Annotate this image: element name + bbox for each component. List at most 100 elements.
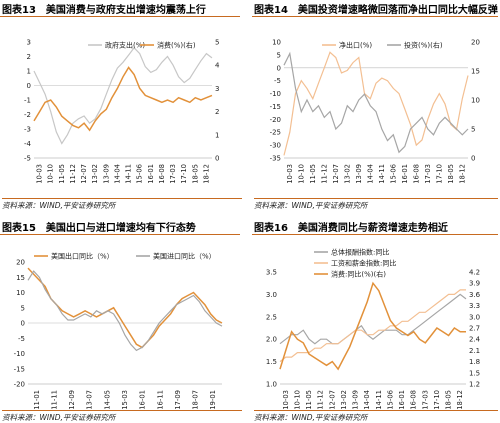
y-left-tick-label: 1.0 [266,381,277,389]
y-left-tick-label: 3.0 [266,291,277,299]
x-tick-label: 10-03 [286,164,294,184]
y-right-tick-label: 10 [471,97,480,105]
x-tick-label: 13-09 [355,164,363,184]
chart-16-svg: 3.5 3.0 2.5 2.0 1.5 1.0 4.2 3.9 3.6 3.3 3.0 2.7 2.4 2… [266,248,481,410]
x-tick-label: 13-07 [86,390,94,410]
y-right-tick-label: 2.1 [469,347,480,355]
y-left-tick-label: -1 [24,97,31,105]
x-tick-label: 17-03 [421,390,429,410]
x-tick-label: 16-11 [156,390,164,410]
x-tick-label: 18-07 [192,390,200,410]
series-line-2 [279,289,466,363]
panel-title: 美国出口与进口增速均有下行态势 [45,222,196,234]
series-line-1 [283,51,469,156]
x-tick-label: 14-11 [375,390,383,410]
y-right-tick-label: 3.6 [469,291,481,299]
x-tick-label: 10-03 [282,390,290,410]
x-tick-label: 18-05 [447,164,455,184]
y-left-tick-label: -20 [270,116,281,124]
x-tick-label: 16-08 [412,164,420,184]
x-tick-label: 17-03 [424,164,432,184]
x-tick-label: 16-08 [158,164,166,184]
x-tick-label: 18-05 [445,390,453,410]
panel-title-bar: 图表13 美国消费与政府支出增速均震荡上行 [0,0,240,17]
x-tick-label: 11-01 [33,390,41,410]
y-right-tick-label: 0 [471,155,475,163]
x-tick-label: 16-01 [401,164,409,184]
x-tick-label: 11-11 [50,390,58,410]
x-tick-label: 10-03 [36,164,44,184]
y-right-tick-label: 0 [215,155,219,163]
y-left-tick-label: -5 [24,155,31,163]
x-tick-label: 14-04 [366,164,374,184]
x-tick-label: 14-05 [103,390,111,410]
panel-number: 图表13 [0,0,40,16]
y-left-tick-label: 2.0 [266,336,277,344]
x-tick-label: 14-11 [378,164,386,184]
x-tick-label: 12-07 [328,390,336,410]
x-tick-label: 17-10 [435,164,443,184]
series-line-2 [27,270,223,352]
panel-title: 美国消费同比与薪资增速走势相近 [297,222,448,234]
x-tick-label: 13-02 [340,390,348,410]
legend-label: 工资和薪金指数:同比 [331,259,396,268]
x-tick-label: 16-08 [410,390,418,410]
y-left-tick-label: 5 [277,51,281,59]
x-tick-label: 17-10 [433,390,441,410]
y-right-tick-label: 4.2 [469,269,480,277]
x-tick-label: 14-04 [363,390,371,410]
x-tick-label: 14-04 [113,164,121,184]
y-left-tick-label: -35 [270,155,281,163]
y-left-tick-label: -25 [270,129,281,137]
x-tick-label: 13-02 [343,164,351,184]
legend-label: 消费:同比(%)(右) [331,270,386,279]
x-tick-label: 11-12 [317,390,325,410]
y-left-tick-label: 1 [27,68,31,76]
panel-title-bar: 图表16 美国消费同比与薪资增速走势相近 [252,218,498,235]
y-left-tick-label: -2 [24,111,31,119]
x-tick-label: 12-07 [332,164,340,184]
y-right-tick-label: 1.5 [469,369,480,377]
y-right-tick-label: 5 [215,39,219,47]
source-note: 资料来源：WIND,平安证券研究所 [254,198,498,211]
chart-15-svg: 20 15 10 5 0 -5 -10 -15 -20 11-01 11-11 12-09 13-07 1… [14,252,223,410]
x-tick-label: 17-10 [180,164,188,184]
y-right-tick-label: 15 [471,68,480,76]
y-left-tick-label: 3 [27,39,31,47]
x-tick-label: 11-12 [320,164,328,184]
y-left-tick-label: 10 [272,39,281,47]
y-left-tick-label: -10 [14,350,25,358]
chart-13-svg: 3 2 1 0 -1 -2 -3 -4 -5 5 4 3 2 1 0 10-03 10-10 11-05 11-12… [24,39,220,184]
x-tick-label: 17-03 [169,164,177,184]
x-tick-label: 16-01 [139,390,147,410]
x-tick-label: 13-09 [352,390,360,410]
y-right-tick-label: 3 [215,85,219,93]
y-left-tick-label: 0 [27,82,31,90]
source-note: 资料来源：WIND,平安证券研究所 [2,198,242,211]
legend-label: 美国出口同比（%） [51,252,114,261]
y-left-tick-label: -10 [270,90,281,98]
y-right-tick-label: 3.3 [469,302,480,310]
y-right-tick-label: 1.2 [469,381,480,389]
legend-label: 净出口(%) [339,41,372,50]
y-left-tick-label: 20 [16,259,25,267]
y-right-tick-label: 3.0 [469,313,480,321]
panel-title-bar: 图表15 美国出口与进口增速均有下行态势 [0,218,240,235]
panel-title: 美国投资增速略微回落而净出口同比大幅反弹 [297,4,498,16]
x-tick-label: 15-06 [386,390,394,410]
y-right-tick-label: 5 [471,126,475,134]
y-left-tick-label: 0 [21,320,25,328]
x-tick-label: 11-05 [305,390,313,410]
y-left-tick-label: 2 [27,53,31,61]
series-line-1 [27,267,223,349]
panel-number: 图表16 [252,218,292,234]
y-left-tick-label: -15 [14,365,25,373]
x-tick-label: 12-09 [68,390,76,410]
y-left-tick-label: 15 [16,274,25,282]
legend-label: 投资(%)(右) [404,41,443,50]
x-tick-label: 16-01 [398,390,406,410]
x-tick-label: 12-07 [80,164,88,184]
legend-label: 政府支出(%) [105,41,145,50]
x-tick-label: 13-02 [91,164,99,184]
y-left-tick-label: -5 [274,77,281,85]
